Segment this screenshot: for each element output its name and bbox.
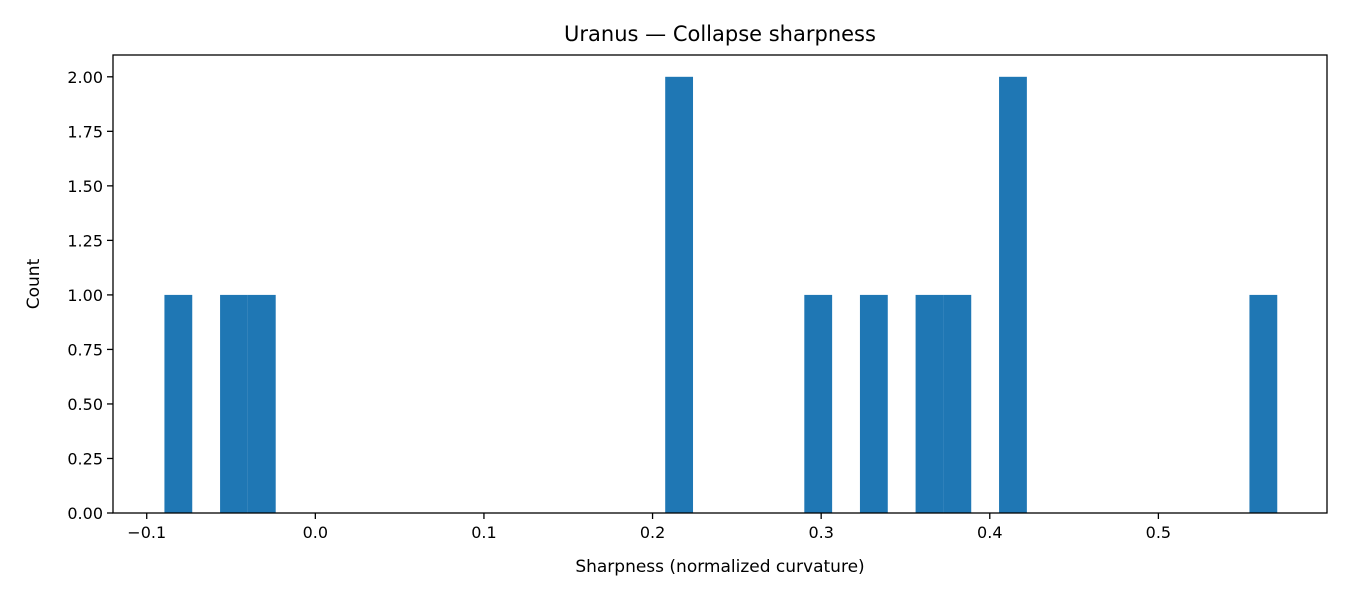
y-tick-label-3: 0.75 — [67, 340, 103, 359]
histogram-bar-6 — [915, 294, 944, 513]
y-tick-label-4: 1.00 — [67, 286, 103, 305]
histogram-bar-4 — [804, 294, 833, 513]
histogram-bar-2 — [247, 294, 276, 513]
x-axis-label: Sharpness (normalized curvature) — [575, 557, 864, 577]
histogram-bar-8 — [999, 76, 1027, 514]
y-tick-label-2: 0.50 — [67, 395, 103, 414]
histogram-bar-5 — [859, 294, 888, 513]
y-tick-label-1: 0.25 — [67, 449, 103, 468]
x-axis-ticks: −0.1 0.0 0.1 0.2 0.3 0.4 0.5 — [127, 513, 1171, 542]
chart-title: Uranus — Collapse sharpness — [564, 22, 876, 46]
y-tick-label-5: 1.25 — [67, 231, 103, 250]
x-tick-label-4: 0.3 — [808, 523, 833, 542]
x-tick-label-3: 0.2 — [640, 523, 665, 542]
histogram-bar-1 — [220, 294, 248, 513]
plot-area-frame — [112, 54, 1328, 514]
y-axis-label: Count — [24, 258, 44, 309]
y-tick-label-0: 0.00 — [67, 504, 103, 523]
histogram-bar-3 — [665, 76, 694, 514]
x-tick-label-6: 0.5 — [1146, 523, 1171, 542]
histogram-bar-0 — [164, 294, 193, 513]
bars-group — [164, 76, 1278, 514]
y-tick-label-7: 1.75 — [67, 122, 103, 141]
y-axis-ticks: 0.00 0.25 0.50 0.75 1.00 1.25 1.50 1.75 2.00 — [67, 68, 113, 523]
x-tick-label-1: 0.0 — [303, 523, 328, 542]
histogram-bar-9 — [1249, 294, 1278, 513]
x-tick-label-5: 0.4 — [977, 523, 1002, 542]
y-tick-label-8: 2.00 — [67, 68, 103, 87]
histogram-bar-7 — [943, 294, 972, 513]
y-tick-label-6: 1.50 — [67, 177, 103, 196]
x-tick-label-0: −0.1 — [127, 523, 166, 542]
x-tick-label-2: 0.1 — [471, 523, 496, 542]
